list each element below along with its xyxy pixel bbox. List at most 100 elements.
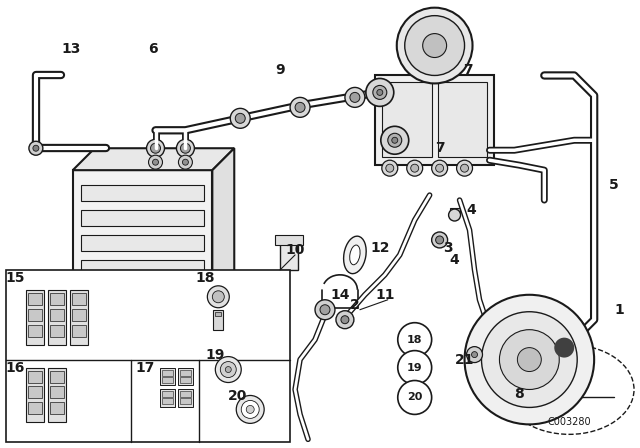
Circle shape [147,139,164,157]
Circle shape [422,34,447,57]
Circle shape [481,312,577,407]
Text: 14: 14 [330,288,349,302]
Bar [28,309,42,321]
Bar [180,376,191,383]
Circle shape [220,362,236,378]
Bar [449,208,460,212]
Bar [70,290,88,345]
Text: 10: 10 [285,243,305,257]
Circle shape [461,164,468,172]
Circle shape [465,295,594,424]
Circle shape [411,164,419,172]
Circle shape [388,134,402,147]
Circle shape [373,86,387,99]
Bar [50,325,64,336]
Text: 12: 12 [370,241,390,255]
Polygon shape [212,148,234,325]
Circle shape [436,236,444,244]
Text: 20: 20 [228,389,247,404]
Circle shape [490,362,499,371]
Bar [213,310,223,330]
Circle shape [467,347,483,362]
Circle shape [407,160,422,176]
Text: 7: 7 [463,64,472,78]
Bar [72,309,86,321]
Circle shape [290,97,310,117]
Bar [275,235,303,245]
Text: 19: 19 [205,348,225,362]
Circle shape [207,286,229,308]
Circle shape [381,126,409,154]
Bar [179,367,193,385]
Circle shape [215,357,241,383]
Bar [6,270,290,442]
Circle shape [397,351,431,384]
Text: 11: 11 [375,288,394,302]
Bar [50,293,64,305]
Text: 19: 19 [407,362,422,373]
Circle shape [315,300,335,320]
Bar [72,293,86,305]
Polygon shape [88,325,108,345]
Circle shape [472,352,477,358]
Bar [375,75,495,165]
Bar [26,290,44,345]
Circle shape [212,291,224,303]
Circle shape [236,113,245,123]
Bar [26,367,44,422]
Text: 18: 18 [407,335,422,345]
Bar [180,392,191,397]
Bar [48,367,66,422]
Text: 21: 21 [455,353,474,366]
Text: 4: 4 [467,203,476,217]
Circle shape [152,159,159,165]
Circle shape [386,164,394,172]
Text: 1: 1 [614,303,624,317]
Circle shape [320,305,330,314]
Text: 20: 20 [407,392,422,402]
Bar [81,210,204,226]
Bar [28,387,42,398]
Bar [48,290,66,345]
Bar [81,260,204,276]
Bar [161,389,175,407]
Circle shape [404,16,465,75]
Circle shape [180,143,191,153]
Circle shape [345,87,365,108]
Circle shape [230,108,250,128]
Circle shape [236,396,264,423]
Bar [50,370,64,383]
Bar [81,235,204,251]
Circle shape [246,405,254,414]
Circle shape [382,160,397,176]
Polygon shape [522,332,589,388]
Circle shape [225,366,231,373]
Circle shape [431,232,447,248]
Circle shape [397,323,431,357]
Bar [180,370,191,375]
Text: 18: 18 [196,271,215,285]
Text: 3: 3 [443,241,452,255]
Bar [163,370,173,375]
Circle shape [179,155,193,169]
Circle shape [241,401,259,418]
Bar [28,402,42,414]
Bar [28,370,42,383]
Bar [81,185,204,201]
Circle shape [29,141,43,155]
Ellipse shape [504,345,634,435]
Polygon shape [58,314,73,340]
Text: 5: 5 [609,178,619,192]
Bar [50,402,64,414]
Circle shape [456,160,472,176]
Circle shape [499,330,559,389]
Bar [215,312,221,316]
Bar [163,392,173,397]
Bar [438,82,488,157]
Bar [163,376,173,383]
Bar [382,82,431,157]
Text: 8: 8 [515,388,524,401]
Text: 9: 9 [275,64,285,78]
Circle shape [431,160,447,176]
Ellipse shape [344,236,366,274]
